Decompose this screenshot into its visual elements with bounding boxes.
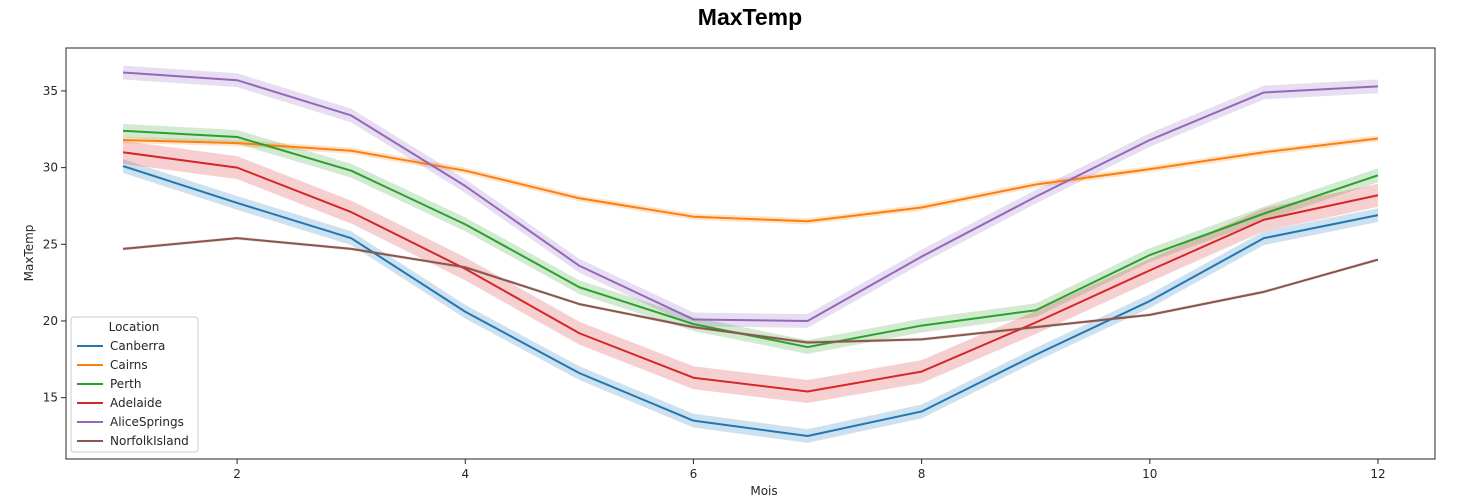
x-tick-label: 6 bbox=[690, 467, 698, 481]
series-line-canberra bbox=[122, 165, 1379, 437]
y-tick-label: 15 bbox=[43, 391, 58, 405]
y-tick-label: 30 bbox=[43, 161, 58, 175]
legend-label-perth: Perth bbox=[110, 377, 141, 391]
band-adelaide bbox=[123, 140, 1378, 404]
legend-label-norfolkisland: NorfolkIsland bbox=[110, 434, 189, 448]
legend-label-cairns: Cairns bbox=[110, 358, 148, 372]
y-tick-label: 35 bbox=[43, 84, 58, 98]
legend-label-alicesprings: AliceSprings bbox=[110, 415, 184, 429]
x-tick-label: 8 bbox=[918, 467, 926, 481]
plot-frame bbox=[65, 47, 1436, 460]
series-lines bbox=[122, 71, 1379, 437]
x-axis-ticks: 2 4 6 8 10 12 bbox=[233, 459, 1386, 481]
y-tick-label: 20 bbox=[43, 314, 58, 328]
legend-label-canberra: Canberra bbox=[110, 339, 165, 353]
x-tick-label: 4 bbox=[461, 467, 469, 481]
legend-box bbox=[70, 316, 199, 453]
x-tick-label: 12 bbox=[1370, 467, 1385, 481]
legend-items: Canberra Cairns Perth Adelaide AliceSprings N… bbox=[77, 339, 189, 448]
y-axis-ticks: 15 20 25 30 35 bbox=[43, 84, 66, 405]
series-line-cairns bbox=[123, 137, 1379, 223]
y-tick-label: 25 bbox=[43, 237, 58, 251]
legend-label-adelaide: Adelaide bbox=[110, 396, 162, 410]
band-alicesprings bbox=[123, 65, 1378, 328]
confidence-bands bbox=[123, 65, 1378, 443]
x-axis-label: Mois bbox=[750, 484, 777, 497]
legend-title: Location bbox=[109, 320, 160, 334]
series-line-norfolkisland bbox=[122, 237, 1379, 344]
series-line-alicesprings bbox=[122, 71, 1379, 322]
x-tick-label: 2 bbox=[233, 467, 241, 481]
legend: Location Canberra Cairns Perth Adelaide Alic… bbox=[70, 316, 199, 453]
chart-title: MaxTemp bbox=[697, 4, 803, 30]
x-tick-label: 10 bbox=[1142, 467, 1157, 481]
series-line-adelaide bbox=[122, 151, 1379, 393]
y-axis-label: MaxTemp bbox=[22, 225, 36, 282]
